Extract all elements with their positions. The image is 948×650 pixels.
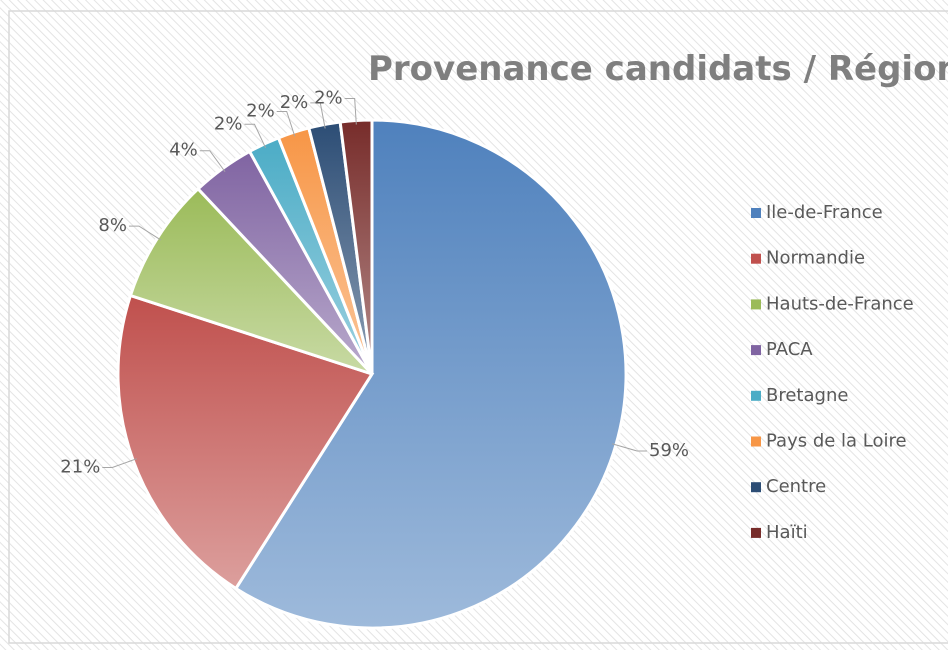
legend-label: Haïti [766, 522, 808, 543]
data-label: 2% [314, 88, 343, 109]
chart-title: Provenance candidats / Région [368, 49, 948, 89]
legend-label: Centre [766, 476, 826, 497]
legend-label: Pays de la Loire [766, 431, 907, 452]
data-label: 4% [169, 140, 198, 161]
legend-marker [751, 208, 761, 218]
data-label: 2% [280, 92, 309, 113]
chart-border [8, 10, 948, 644]
leader-line [611, 443, 648, 452]
legend-marker [751, 390, 761, 401]
leader-line [244, 123, 267, 149]
data-label: 8% [98, 215, 127, 236]
legend-marker [751, 299, 761, 310]
legend-marker [751, 527, 761, 538]
leader-line [102, 458, 137, 468]
data-label: 2% [214, 113, 243, 134]
legend-label: PACA [766, 339, 813, 360]
data-label: 2% [246, 101, 275, 122]
leader-line [310, 102, 326, 129]
leader-line [128, 225, 162, 241]
data-label: 21% [60, 456, 100, 477]
legend-label: Ile-de-France [766, 202, 883, 223]
legend-label: Normandie [766, 248, 865, 269]
leader-line [199, 150, 226, 173]
leader-line [344, 98, 357, 125]
leader-line [276, 111, 296, 137]
legend-label: Hauts-de-France [766, 293, 914, 314]
legend-marker [751, 253, 761, 264]
legend-marker [751, 482, 761, 493]
legend-label: Bretagne [766, 385, 848, 406]
data-label: 59% [649, 440, 689, 461]
legend-marker [751, 436, 761, 447]
legend-marker [751, 345, 761, 356]
